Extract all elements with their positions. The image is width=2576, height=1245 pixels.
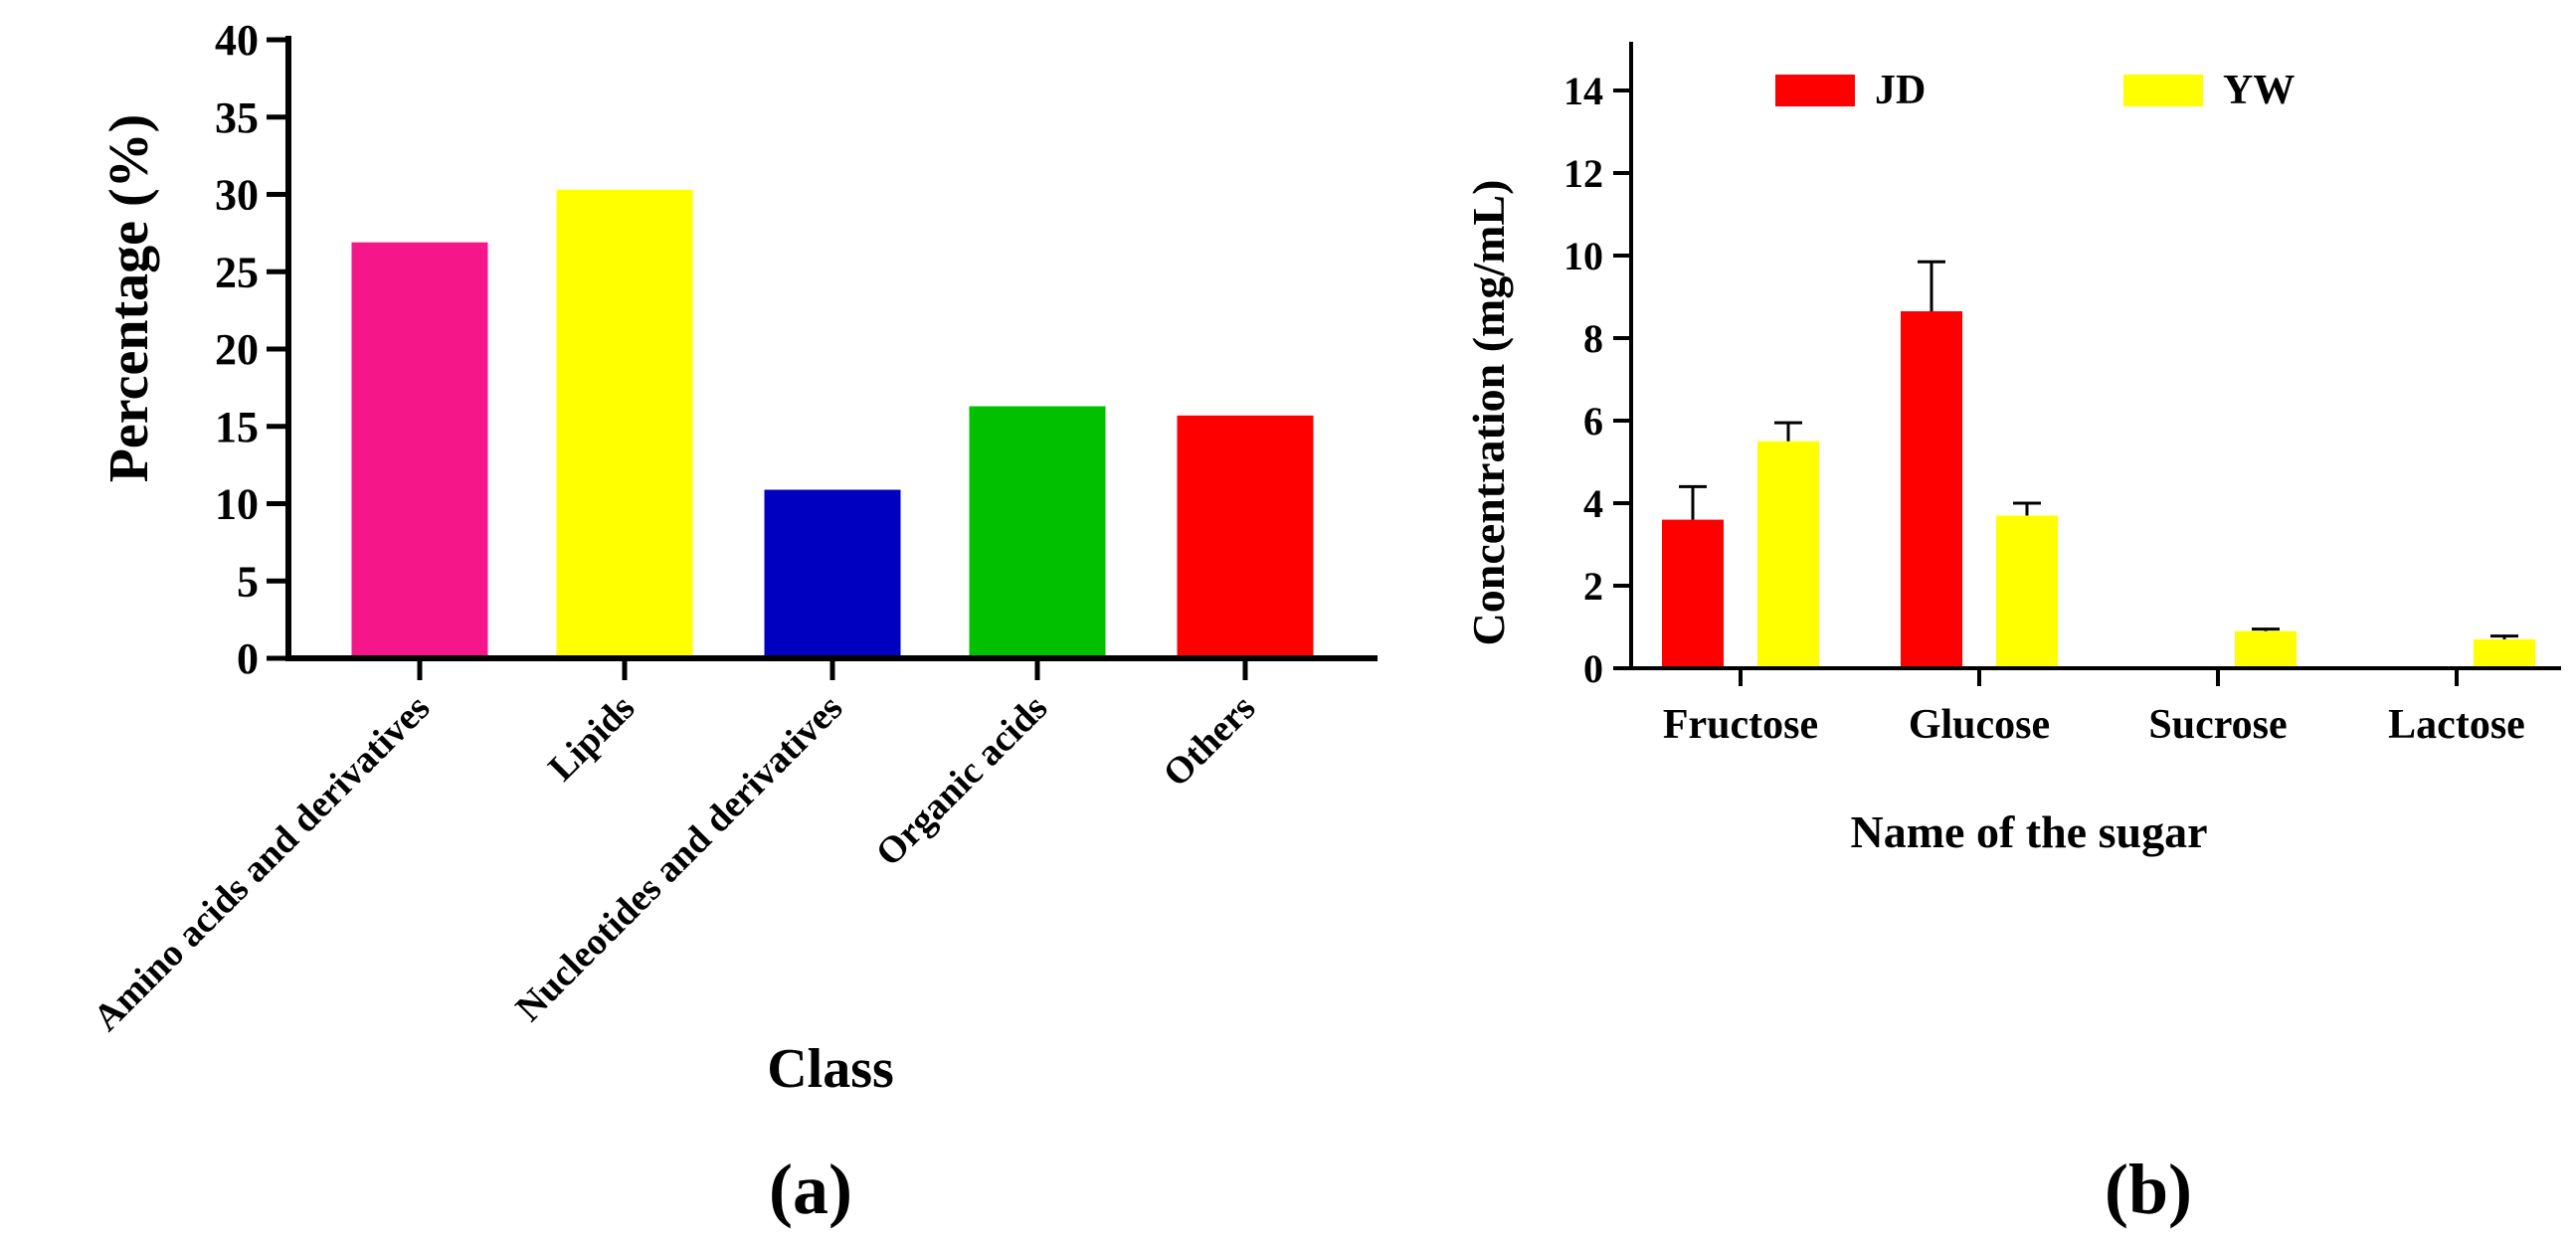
y-tick-label: 30 (215, 171, 259, 220)
chart-b-ylabel: Concentration (mg/mL) (1463, 180, 1514, 646)
y-tick-label: 0 (237, 634, 259, 683)
x-tick-label-amino-acids-and-derivatives: Amino acids and derivatives (86, 687, 438, 1039)
bar-amino-acids-and-derivatives (351, 242, 488, 658)
y-tick-label: 8 (1583, 316, 1603, 361)
legend-label-jd: JD (1875, 68, 1926, 113)
chart-a-bars (351, 189, 1314, 658)
bar-lipids (556, 189, 693, 658)
chart-a-y-ticks: 0 5 10 15 20 25 30 35 40 (215, 16, 288, 683)
legend-label-yw: YW (2223, 68, 2295, 113)
y-tick-label: 40 (215, 16, 259, 65)
bar-yw-sucrose (2235, 630, 2297, 668)
bar-jd-fructose (1662, 519, 1724, 668)
chart-a-x-ticks: Amino acids and derivatives LipidsNucleot… (86, 658, 1263, 1039)
chart-b-xlabel: Name of the sugar (1851, 806, 2208, 857)
bar-yw-lactose (2474, 638, 2535, 668)
chart-b-bars (1662, 260, 2535, 668)
x-tick-label-lipids: Lipids (540, 687, 643, 790)
y-tick-label: 2 (1583, 564, 1603, 609)
chart-b-x-ticks: Fructose Glucose Sucrose Lactose (1663, 668, 2525, 748)
bar-organic-acids (969, 406, 1106, 658)
y-tick-label: 25 (215, 248, 259, 296)
y-tick-label: 0 (1583, 646, 1603, 691)
chart-a: 0 5 10 15 20 25 30 35 40 Amino acids and derivat… (86, 16, 1378, 1229)
y-tick-label: 10 (215, 480, 259, 529)
y-tick-label: 6 (1583, 399, 1603, 444)
x-tick-label-lactose: Lactose (2388, 702, 2525, 748)
y-tick-label: 10 (1564, 234, 1603, 278)
chart-b-legend: JD YW (1775, 68, 2295, 113)
bar-yw-fructose (1757, 441, 1819, 668)
y-tick-label: 15 (215, 403, 259, 451)
chart-b-y-ticks: 0 2 4 6 8 10 12 14 (1564, 69, 1631, 691)
bar-others (1177, 415, 1314, 658)
chart-b: 0 2 4 6 8 10 12 14 Fructose Glucose Sucrose Lactos… (1463, 42, 2561, 1229)
y-tick-label: 12 (1564, 151, 1603, 196)
y-tick-label: 14 (1564, 69, 1603, 113)
chart-a-panel-label: (a) (769, 1150, 852, 1229)
x-tick-label-sucrose: Sucrose (2148, 702, 2287, 748)
legend-swatch-yw (2123, 75, 2203, 106)
x-tick-label-fructose: Fructose (1663, 702, 1818, 748)
bar-yw-glucose (1996, 515, 2058, 668)
chart-b-axes (1629, 42, 2561, 670)
chart-b-panel-label: (b) (2105, 1150, 2192, 1229)
legend-swatch-jd (1775, 75, 1855, 106)
y-tick-label: 35 (215, 93, 259, 142)
chart-a-ylabel: Percentage (%) (98, 114, 160, 483)
bar-jd-glucose (1901, 311, 1962, 668)
x-tick-label-others: Others (1156, 687, 1264, 796)
x-tick-label-organic-acids: Organic acids (868, 687, 1056, 875)
y-tick-label: 5 (237, 557, 259, 606)
y-tick-label: 20 (215, 325, 259, 374)
x-tick-label-nucleotides-and-derivatives: Nucleotides and derivatives (508, 687, 851, 1030)
chart-a-xlabel: Class (767, 1038, 894, 1100)
y-tick-label: 4 (1583, 481, 1603, 526)
x-tick-label-glucose: Glucose (1909, 702, 2050, 748)
bar-nucleotides-and-derivatives (764, 489, 901, 658)
